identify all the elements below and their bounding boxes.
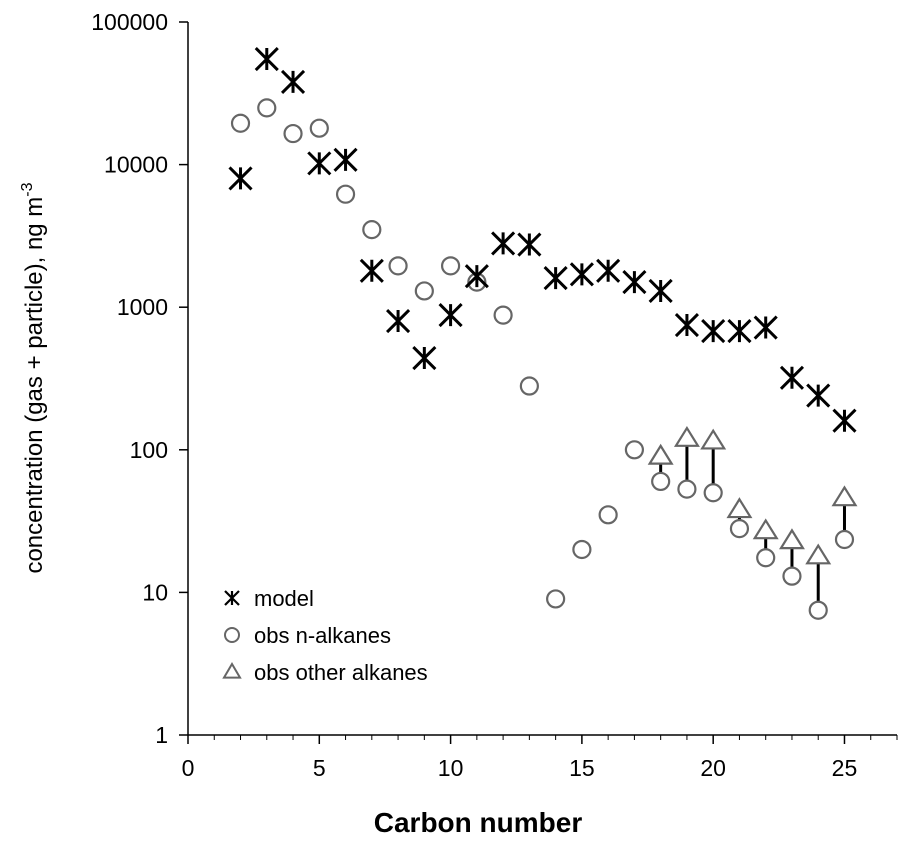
model-point [648, 278, 673, 304]
y-tick-label: 10 [142, 579, 168, 605]
legend-model-symbol [224, 590, 240, 606]
y-axis-title-superscript: -3 [19, 182, 36, 196]
obs-n-alkanes-point [703, 483, 723, 503]
obs-n-alkanes-point [440, 256, 461, 276]
model-point [280, 69, 306, 94]
x-tick-label: 10 [438, 755, 464, 781]
obs-other-alkanes-point [726, 497, 753, 519]
model-point [806, 383, 831, 408]
obs-n-alkanes-point [388, 256, 408, 276]
obs-n-alkanes-point [257, 98, 277, 118]
legend-label: obs other alkanes [254, 660, 428, 685]
obs-n-alkanes-point [335, 184, 356, 204]
obs-n-alkanes-point [283, 123, 303, 144]
x-tick-label: 5 [313, 755, 326, 781]
model-point [622, 270, 647, 295]
model-point [674, 312, 699, 338]
obs-n-alkanes-point [572, 539, 592, 560]
obs-n-alkanes-point [729, 519, 750, 539]
obs-n-alkanes-point [362, 220, 382, 240]
legend-circle-symbol [224, 627, 240, 643]
data-marks [228, 46, 858, 620]
y-tick-label: 100 [130, 437, 168, 463]
y-tick-label: 100000 [91, 9, 168, 35]
y-axis-title-main: concentration (gas + particle), ng m [21, 197, 48, 574]
obs-n-alkanes-point [624, 440, 645, 460]
model-point [386, 308, 411, 334]
model-point [412, 345, 437, 371]
x-axis: 0 5 10 15 20 25 [182, 734, 898, 781]
connector-lines [659, 438, 846, 611]
model-point [359, 258, 384, 283]
obs-n-alkanes-point [493, 305, 513, 325]
x-tick-label: 25 [832, 755, 858, 781]
obs-other-alkanes-point [805, 543, 832, 565]
obs-other-alkanes-point [700, 428, 727, 450]
obs-n-alkanes-point [230, 113, 251, 133]
x-tick-label: 0 [182, 755, 195, 781]
obs-n-alkanes-point [414, 281, 434, 301]
obs-n-alkanes-point [651, 471, 671, 492]
legend-label: model [254, 586, 314, 611]
obs-n-alkanes-point [677, 479, 697, 499]
obs-other-alkanes-point [778, 528, 805, 550]
model-point [464, 264, 489, 289]
model-point [517, 232, 542, 257]
model-point [228, 166, 253, 191]
obs-n-alkanes-point [782, 566, 802, 586]
legend: model obs n-alkanes obs other alkanes [222, 586, 428, 685]
model-point [254, 46, 279, 72]
y-axis-title: concentration (gas + particle), ng m-3 [19, 182, 48, 573]
model-point [753, 315, 778, 340]
obs-n-alkanes-point [519, 376, 539, 396]
model-point [779, 365, 805, 390]
y-axis: 1 10 100 1000 10000 100000 [91, 9, 189, 748]
legend-label: obs n-alkanes [254, 623, 391, 648]
model-point [333, 147, 358, 172]
model-point [307, 151, 332, 176]
obs-n-alkanes-point [834, 529, 855, 550]
model-point [701, 319, 726, 344]
model-point [438, 303, 463, 328]
obs-n-alkanes-point [756, 548, 776, 568]
y-tick-label: 10000 [104, 152, 168, 178]
model-point [543, 266, 568, 291]
model-point [832, 408, 857, 433]
obs-n-alkanes-point [598, 505, 618, 525]
obs-other-alkanes-point [673, 425, 700, 447]
x-axis-title: Carbon number [374, 807, 583, 838]
obs-n-alkanes-point [808, 600, 828, 620]
obs-n-alkanes-point [309, 118, 329, 138]
legend-triangle-symbol [222, 662, 242, 679]
obs-other-alkanes-point [647, 443, 674, 465]
model-point [727, 319, 752, 344]
obs-n-alkanes-point [546, 589, 566, 609]
y-tick-label: 1000 [117, 294, 168, 320]
model-point [491, 231, 516, 256]
obs-other-alkanes-point [831, 485, 858, 507]
model-point [569, 262, 594, 287]
x-tick-label: 15 [569, 755, 595, 781]
y-tick-label: 1 [155, 722, 168, 748]
x-tick-label: 20 [700, 755, 726, 781]
obs-other-alkanes-point [752, 518, 779, 540]
model-point [596, 258, 621, 283]
